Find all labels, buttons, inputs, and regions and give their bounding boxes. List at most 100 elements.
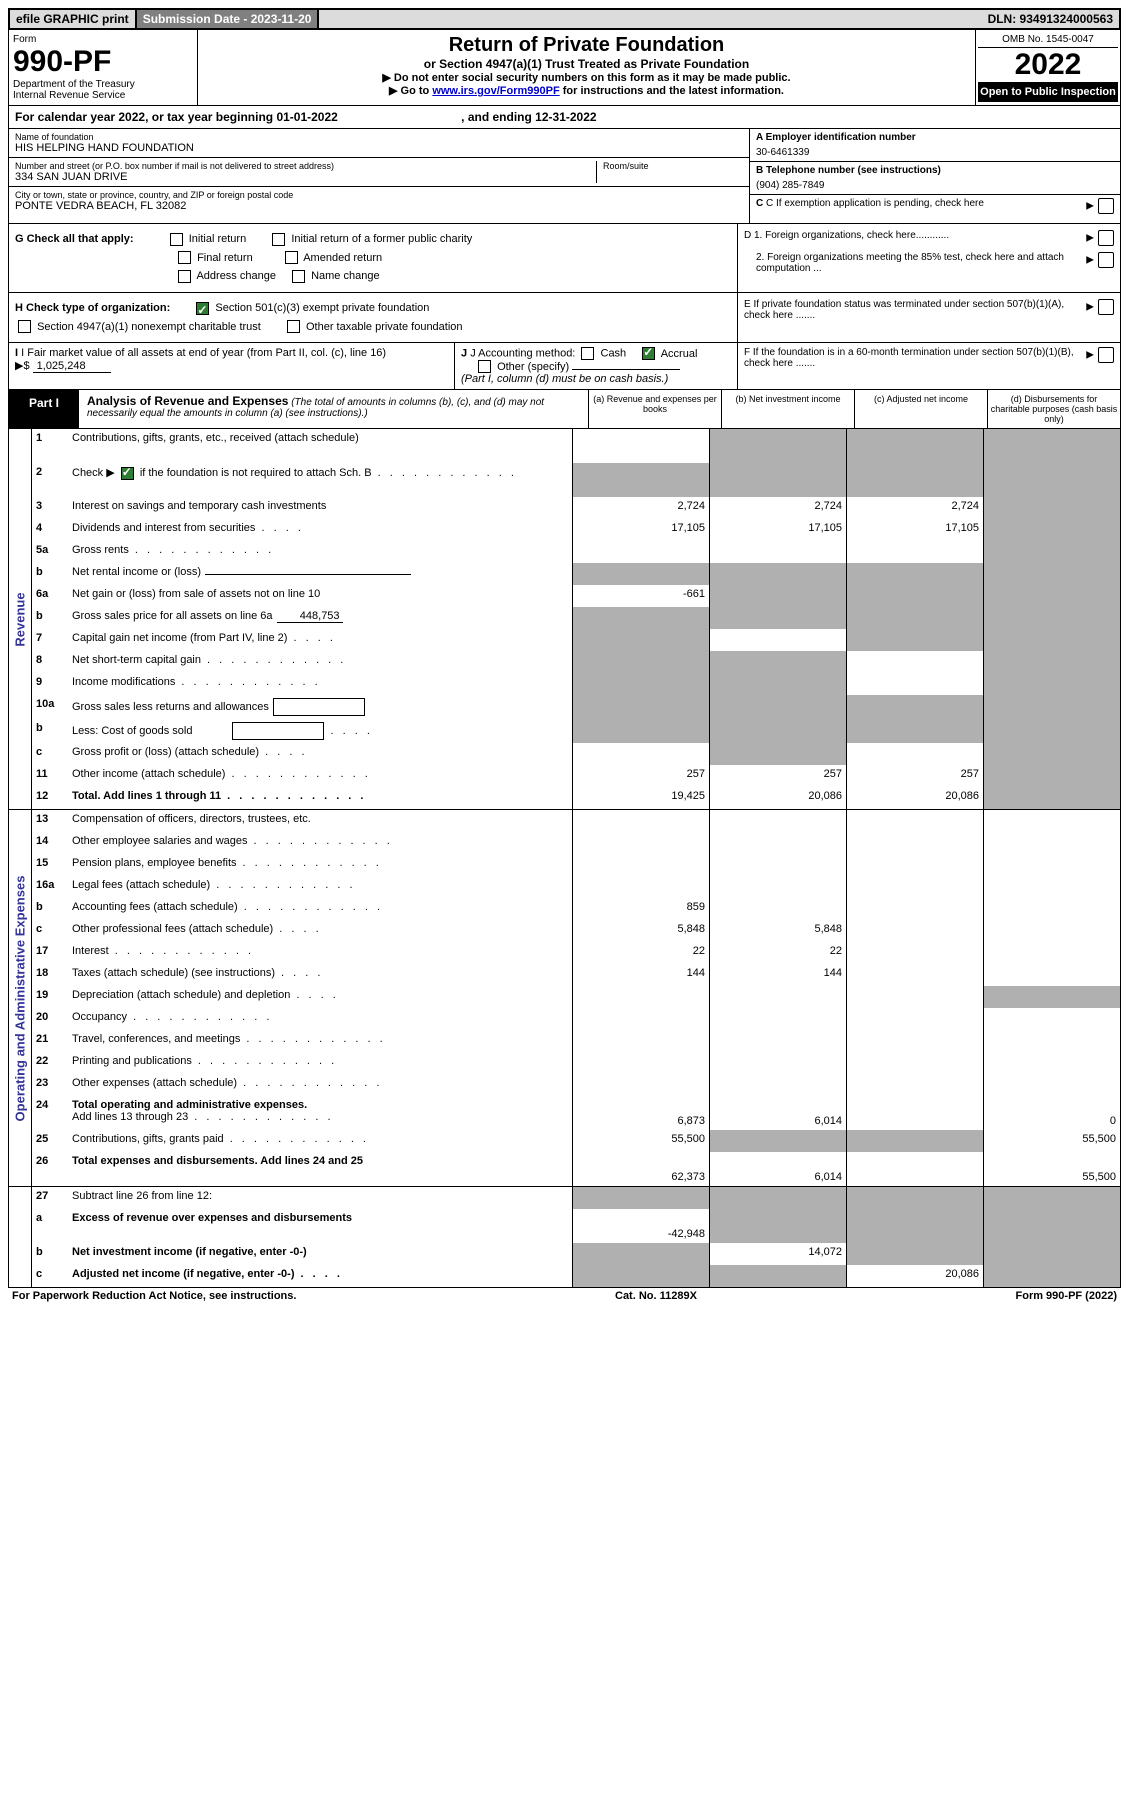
d1-checkbox[interactable]: [1098, 230, 1114, 246]
ssn-note: ▶ Do not enter social security numbers o…: [208, 71, 965, 84]
city-cell: City or town, state or province, country…: [9, 187, 749, 215]
table-row: 26Total expenses and disbursements. Add …: [32, 1152, 1120, 1186]
exemption-pending-cell: C C If exemption application is pending,…: [750, 195, 1120, 223]
tax-year: 2022: [978, 48, 1118, 82]
dept-treasury: Department of the Treasury: [13, 79, 193, 90]
part1-label: Part I: [9, 390, 79, 428]
final-return-checkbox[interactable]: [178, 251, 191, 264]
header-right: OMB No. 1545-0047 2022 Open to Public In…: [975, 30, 1120, 105]
fmv-value: 1,025,248: [33, 360, 111, 373]
col-b-header: (b) Net investment income: [721, 390, 854, 428]
expenses-section: Operating and Administrative Expenses 13…: [8, 810, 1121, 1187]
table-row: 13Compensation of officers, directors, t…: [32, 810, 1120, 832]
table-row: 15Pension plans, employee benefits: [32, 854, 1120, 876]
part1-desc: Analysis of Revenue and Expenses (The to…: [79, 390, 588, 428]
table-row: bNet rental income or (loss): [32, 563, 1120, 585]
table-row: 20Occupancy: [32, 1008, 1120, 1030]
name-change-checkbox[interactable]: [292, 270, 305, 283]
d2-checkbox[interactable]: [1098, 252, 1114, 268]
table-row: 9Income modifications: [32, 673, 1120, 695]
page-footer: For Paperwork Reduction Act Notice, see …: [8, 1288, 1121, 1304]
col-d-header: (d) Disbursements for charitable purpose…: [987, 390, 1120, 428]
i-section: I I Fair market value of all assets at e…: [9, 343, 455, 389]
e-checkbox[interactable]: [1098, 299, 1114, 315]
amended-return-checkbox[interactable]: [285, 251, 298, 264]
form-subtitle: or Section 4947(a)(1) Trust Treated as P…: [208, 57, 965, 71]
g-d-block: G Check all that apply: Initial return I…: [8, 224, 1121, 293]
h-section: H Check type of organization: Section 50…: [9, 293, 737, 342]
calendar-year-row: For calendar year 2022, or tax year begi…: [8, 106, 1121, 129]
table-row: cGross profit or (loss) (attach schedule…: [32, 743, 1120, 765]
other-method-checkbox[interactable]: [478, 360, 491, 373]
initial-return-checkbox[interactable]: [170, 233, 183, 246]
initial-public-charity-checkbox[interactable]: [272, 233, 285, 246]
header-center: Return of Private Foundation or Section …: [198, 30, 975, 105]
catalog-number: Cat. No. 11289X: [615, 1290, 697, 1302]
form-ref: Form 990-PF (2022): [1016, 1290, 1117, 1302]
j-section: J J Accounting method: Cash Accrual Othe…: [455, 343, 738, 389]
omb-number: OMB No. 1545-0047: [978, 32, 1118, 48]
d-section: D 1. Foreign organizations, check here..…: [737, 224, 1120, 292]
table-row: 5aGross rents: [32, 541, 1120, 563]
table-row: 18Taxes (attach schedule) (see instructi…: [32, 964, 1120, 986]
address-change-checkbox[interactable]: [178, 270, 191, 283]
efile-bar: efile GRAPHIC print Submission Date - 20…: [8, 8, 1121, 30]
foundation-name-cell: Name of foundation HIS HELPING HAND FOUN…: [9, 129, 749, 158]
irs: Internal Revenue Service: [13, 90, 193, 101]
dln: DLN: 93491324000563: [982, 10, 1119, 28]
cash-checkbox[interactable]: [581, 347, 594, 360]
table-row: 7Capital gain net income (from Part IV, …: [32, 629, 1120, 651]
identity-right: A Employer identification number 30-6461…: [749, 129, 1120, 223]
schb-checkbox[interactable]: [121, 467, 134, 480]
table-row: bLess: Cost of goods sold: [32, 719, 1120, 743]
table-row: 16aLegal fees (attach schedule): [32, 876, 1120, 898]
table-row: cOther professional fees (attach schedul…: [32, 920, 1120, 942]
identity-left: Name of foundation HIS HELPING HAND FOUN…: [9, 129, 749, 223]
address-cell: Number and street (or P.O. box number if…: [9, 158, 749, 187]
header-left: Form 990-PF Department of the Treasury I…: [9, 30, 198, 105]
table-row: 23Other expenses (attach schedule): [32, 1074, 1120, 1096]
accrual-checkbox[interactable]: [642, 347, 655, 360]
other-taxable-checkbox[interactable]: [287, 320, 300, 333]
c-checkbox[interactable]: [1098, 198, 1114, 214]
identity-block: Name of foundation HIS HELPING HAND FOUN…: [8, 129, 1121, 224]
table-row: 6aNet gain or (loss) from sale of assets…: [32, 585, 1120, 607]
form990pf-link[interactable]: www.irs.gov/Form990PF: [432, 85, 559, 97]
table-row: bNet investment income (if negative, ent…: [32, 1243, 1120, 1265]
form-title: Return of Private Foundation: [208, 34, 965, 57]
form-header: Form 990-PF Department of the Treasury I…: [8, 30, 1121, 106]
table-row: 2Check ▶ if the foundation is not requir…: [32, 463, 1120, 497]
f-section: F If the foundation is in a 60-month ter…: [738, 343, 1120, 389]
f-checkbox[interactable]: [1098, 347, 1114, 363]
h-e-block: H Check type of organization: Section 50…: [8, 293, 1121, 343]
efile-text: efile GRAPHIC print: [10, 10, 137, 28]
table-row: 12Total. Add lines 1 through 1119,42520,…: [32, 787, 1120, 809]
revenue-side-label: Revenue: [9, 429, 32, 809]
table-row: 25Contributions, gifts, grants paid55,50…: [32, 1130, 1120, 1152]
ein-cell: A Employer identification number 30-6461…: [750, 129, 1120, 162]
table-row: 24Total operating and administrative exp…: [32, 1096, 1120, 1130]
table-row: 3Interest on savings and temporary cash …: [32, 497, 1120, 519]
table-row: bAccounting fees (attach schedule)859: [32, 898, 1120, 920]
table-row: 17Interest2222: [32, 942, 1120, 964]
col-a-header: (a) Revenue and expenses per books: [588, 390, 721, 428]
form-label: Form: [13, 34, 193, 45]
table-row: 19Depreciation (attach schedule) and dep…: [32, 986, 1120, 1008]
table-row: 10aGross sales less returns and allowanc…: [32, 695, 1120, 719]
submission-date: Submission Date - 2023-11-20: [137, 10, 320, 28]
table-row: 21Travel, conferences, and meetings: [32, 1030, 1120, 1052]
part1-header: Part I Analysis of Revenue and Expenses …: [8, 390, 1121, 429]
g-section: G Check all that apply: Initial return I…: [9, 224, 737, 292]
goto-note: ▶ Go to www.irs.gov/Form990PF for instru…: [208, 84, 965, 97]
table-row: 1Contributions, gifts, grants, etc., rec…: [32, 429, 1120, 463]
table-row: 14Other employee salaries and wages: [32, 832, 1120, 854]
table-row: 27Subtract line 26 from line 12:: [32, 1187, 1120, 1209]
e-section: E If private foundation status was termi…: [737, 293, 1120, 342]
table-row: 22Printing and publications: [32, 1052, 1120, 1074]
4947a1-checkbox[interactable]: [18, 320, 31, 333]
open-public: Open to Public Inspection: [978, 82, 1118, 102]
table-row: 11Other income (attach schedule)25725725…: [32, 765, 1120, 787]
501c3-checkbox[interactable]: [196, 302, 209, 315]
table-row: cAdjusted net income (if negative, enter…: [32, 1265, 1120, 1287]
line27-section: 27Subtract line 26 from line 12: aExcess…: [8, 1187, 1121, 1288]
